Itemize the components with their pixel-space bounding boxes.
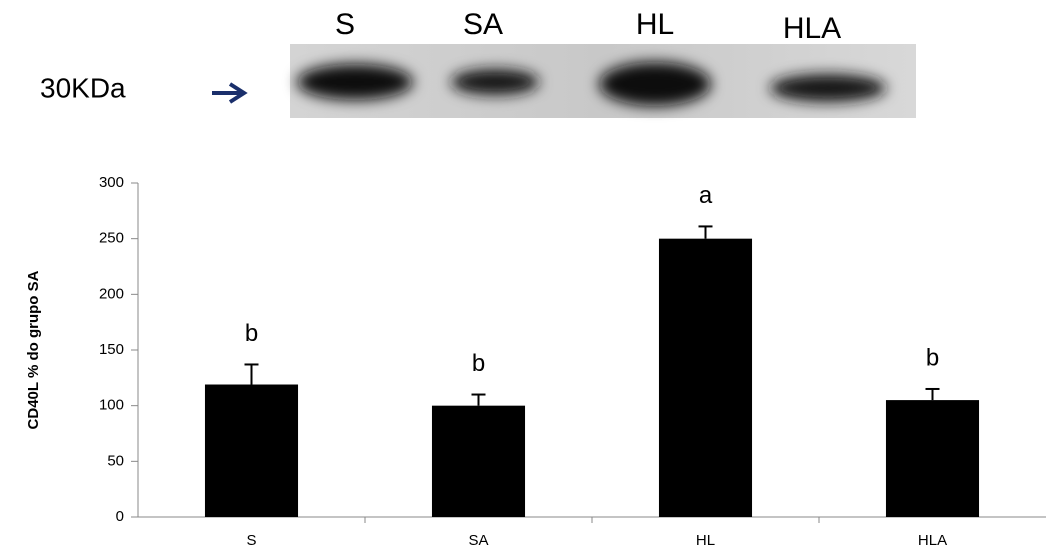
band	[599, 62, 711, 106]
band	[451, 69, 539, 95]
significance-letter: b	[926, 344, 939, 371]
bar	[886, 400, 979, 517]
band	[297, 64, 413, 100]
y-tick-label: 250	[99, 230, 124, 247]
lane-label: HL	[636, 8, 674, 41]
lane-label: S	[335, 8, 355, 41]
significance-letter: b	[245, 320, 258, 347]
bar	[659, 239, 752, 517]
figure: S SA HL HLA 30KDa CD40L % do grupo SA 0 5…	[0, 0, 1046, 549]
y-tick-label: 300	[99, 174, 124, 191]
bar	[432, 406, 525, 517]
marker-arrow	[212, 84, 244, 102]
y-tick-label: 50	[107, 452, 124, 469]
x-tick-label: HLA	[918, 532, 947, 549]
x-tick-label: SA	[468, 532, 488, 549]
y-axis-label: CD40L % do grupo SA	[25, 270, 42, 429]
lane-label: HLA	[783, 12, 841, 45]
x-tick-label: HL	[696, 532, 715, 549]
significance-letter: a	[699, 182, 713, 209]
y-tick-label: 100	[99, 397, 124, 414]
y-tick-label: 150	[99, 341, 124, 358]
bar	[205, 385, 298, 517]
y-tick-label: 200	[99, 285, 124, 302]
x-tick-label: S	[246, 532, 256, 549]
blot: S SA HL HLA 30KDa	[40, 8, 916, 118]
lane-label: SA	[463, 8, 503, 41]
y-tick-label: 0	[116, 508, 124, 525]
band	[770, 74, 886, 102]
significance-letter: b	[472, 350, 485, 377]
marker-label: 30KDa	[40, 72, 126, 103]
